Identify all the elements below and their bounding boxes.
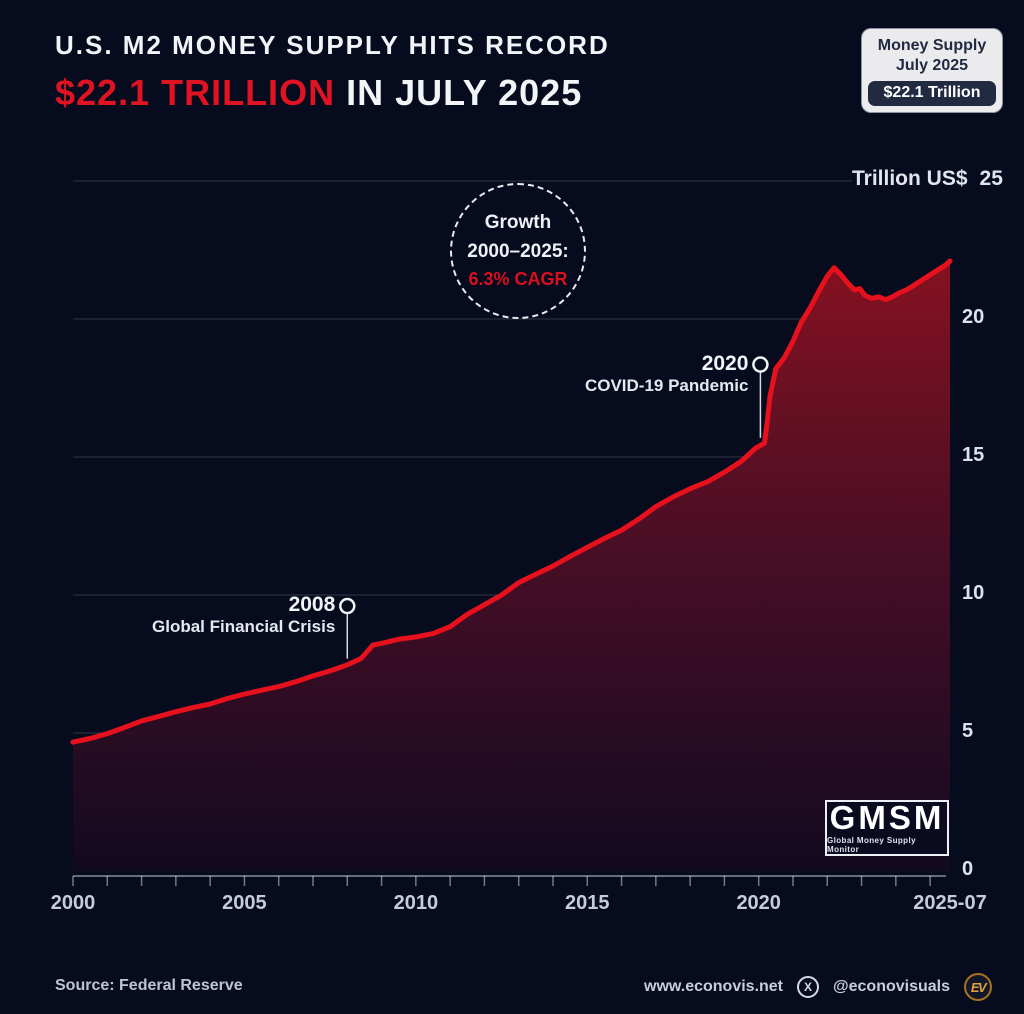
page-title-line2: $22.1 TRILLION IN JULY 2025 <box>55 72 582 114</box>
x-axis-label-2005: 2005 <box>222 892 267 914</box>
page-title-line1: U.S. M2 MONEY SUPPLY HITS RECORD <box>55 30 610 60</box>
badge-subtitle: July 2025 <box>895 57 969 74</box>
y-axis-tick-15: 15 <box>962 444 985 466</box>
covid-event-label: COVID-19 Pandemic <box>584 375 749 395</box>
y-axis-tick-0: 0 <box>962 858 974 880</box>
badge-title: Money Supply <box>877 37 987 54</box>
money-supply-badge: Money Supply July 2025 $22.1 Trillion <box>861 28 1003 113</box>
bubble-line2: 2000–2025: <box>467 240 569 262</box>
y-axis-tick-25: 25 <box>979 167 1003 190</box>
covid-marker <box>752 356 769 373</box>
growth-cagr-bubble: Growth 2000–2025: 6.3% CAGR <box>450 183 586 319</box>
footer-links: www.econovis.net X @econovisuals EV <box>644 973 992 1001</box>
x-axis-label-2020: 2020 <box>736 892 781 914</box>
y-axis-tick-5: 5 <box>962 720 974 742</box>
ev-logo-icon: EV <box>964 973 992 1001</box>
page-title-amount: $22.1 TRILLION <box>55 72 336 113</box>
gfc-event-label: Global Financial Crisis <box>152 617 336 637</box>
x-axis-label-2000: 2000 <box>50 892 96 914</box>
source-credit: Source: Federal Reserve <box>55 977 243 994</box>
y-axis-unit-label: Trillion US$ <box>852 167 968 190</box>
y-axis-tick-10: 10 <box>962 582 985 604</box>
covid-year-label: 2020 <box>701 351 749 375</box>
x-axis-label-2010: 2010 <box>393 892 439 914</box>
gfc-year-label: 2008 <box>288 593 336 617</box>
page-title-rest: IN JULY 2025 <box>335 72 583 113</box>
bubble-line1: Growth <box>484 212 552 233</box>
bubble-cagr-value: 6.3% CAGR <box>468 269 568 289</box>
m2-line <box>70 258 953 745</box>
x-axis-label-2025-07: 2025-07 <box>913 892 987 914</box>
badge-value: $22.1 Trillion <box>868 81 996 106</box>
gmsm-subtitle: Global Money Supply Monitor <box>827 835 916 854</box>
gmsm-acronym: GMSM <box>829 799 945 837</box>
y-axis-tick-20: 20 <box>962 306 985 328</box>
m2-area-fill <box>73 261 950 871</box>
y-axis-unit: Trillion US$ 25 <box>852 167 1003 191</box>
x-twitter-icon[interactable]: X <box>797 976 820 998</box>
social-handle[interactable]: @econovisuals <box>833 978 950 995</box>
gfc-marker <box>339 597 356 615</box>
gmsm-logo: GMSM Global Money Supply Monitor <box>825 800 949 856</box>
website-link[interactable]: www.econovis.net <box>644 978 784 995</box>
x-axis-label-2015: 2015 <box>565 892 610 914</box>
